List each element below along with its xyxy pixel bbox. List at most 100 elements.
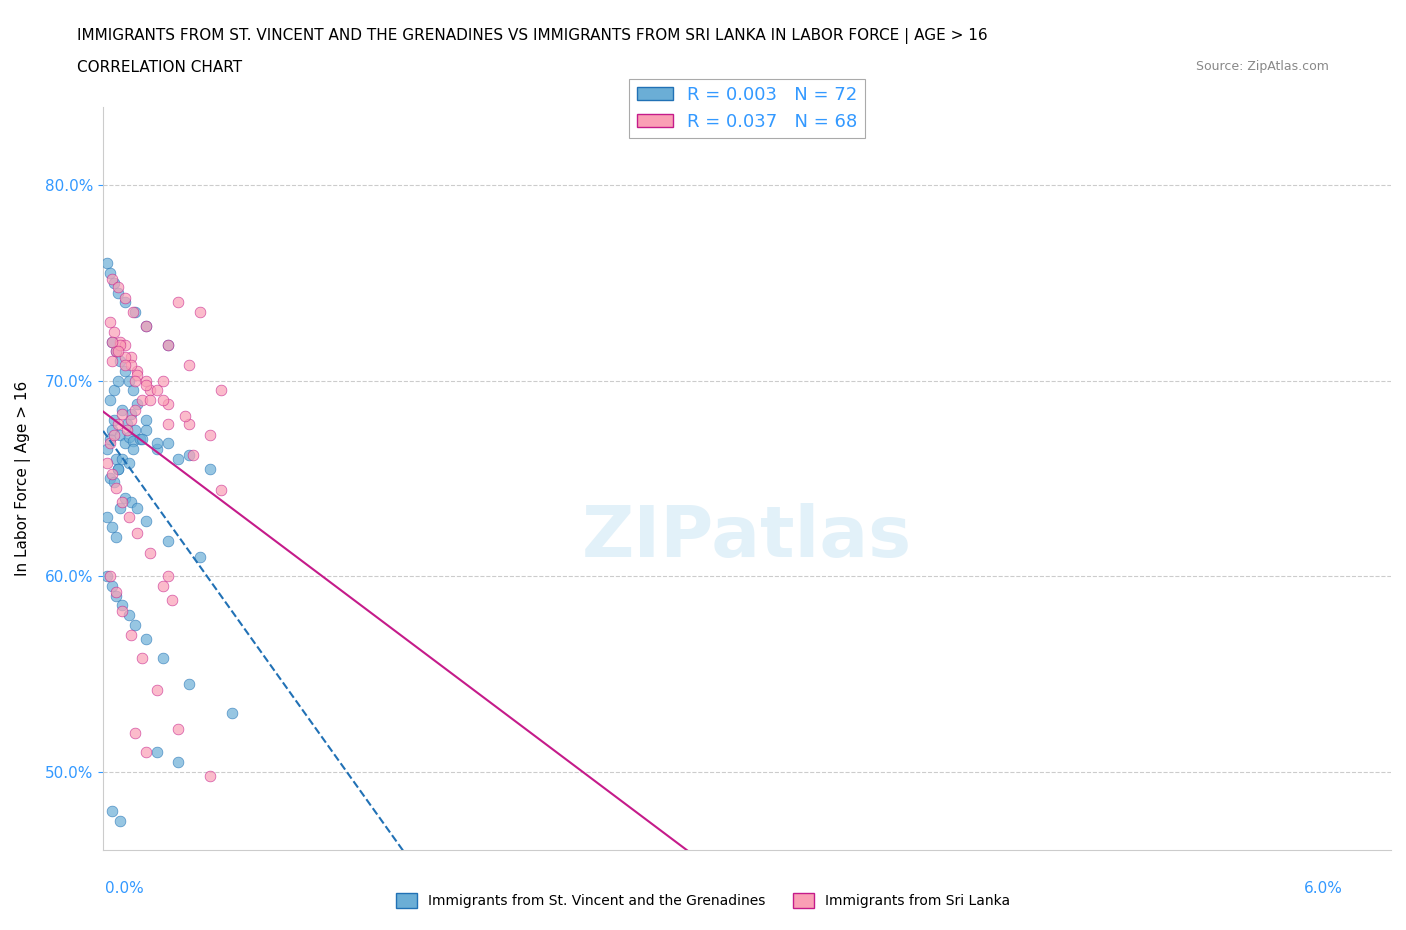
Point (96, 569, 118, 584)
Point (152, 578, 174, 593)
Point (135, 514, 157, 529)
Point (131, 651, 153, 666)
Point (124, 618, 146, 632)
Point (103, 412, 125, 427)
Point (100, 353, 122, 368)
Point (104, 584, 127, 599)
Y-axis label: In Labor Force | Age > 16: In Labor Force | Age > 16 (15, 380, 31, 576)
Point (135, 412, 157, 427)
Point (120, 350, 142, 365)
Point (114, 490, 136, 505)
Point (146, 442, 169, 457)
Point (118, 608, 141, 623)
Point (177, 676, 200, 691)
Point (124, 422, 146, 437)
Point (131, 392, 153, 407)
Text: IMMIGRANTS FROM ST. VINCENT AND THE GRENADINES VS IMMIGRANTS FROM SRI LANKA IN L: IMMIGRANTS FROM ST. VINCENT AND THE GREN… (77, 28, 988, 44)
Text: ZIPatlas: ZIPatlas (582, 503, 912, 572)
Point (107, 344, 129, 359)
Point (114, 357, 136, 372)
Point (110, 500, 132, 515)
Point (124, 373, 146, 388)
Point (114, 364, 136, 379)
Point (100, 334, 122, 349)
Point (120, 357, 142, 372)
Point (100, 520, 122, 535)
Point (100, 422, 122, 437)
Point (156, 436, 179, 451)
Point (107, 417, 129, 432)
Point (156, 338, 179, 352)
Point (127, 525, 149, 540)
Point (139, 545, 162, 560)
Point (111, 403, 134, 418)
Point (181, 447, 204, 462)
Point (156, 417, 179, 432)
Text: 0.0%: 0.0% (105, 881, 145, 896)
Point (139, 383, 162, 398)
Point (100, 272, 122, 286)
Point (120, 628, 142, 643)
Point (156, 338, 179, 352)
Text: CORRELATION CHART: CORRELATION CHART (77, 60, 242, 75)
Point (98, 392, 121, 407)
Point (173, 408, 195, 423)
Point (115, 417, 138, 432)
Point (160, 592, 183, 607)
Point (188, 549, 211, 564)
Point (114, 291, 136, 306)
Point (120, 495, 142, 510)
Point (100, 578, 122, 593)
Point (122, 442, 145, 457)
Point (200, 461, 222, 476)
Point (110, 334, 132, 349)
Point (111, 495, 134, 510)
Point (115, 422, 138, 437)
Point (114, 338, 136, 352)
Point (146, 436, 169, 451)
Point (135, 318, 157, 333)
Point (128, 432, 150, 446)
Point (152, 651, 174, 666)
Point (104, 451, 127, 466)
Point (118, 430, 141, 445)
Point (127, 397, 149, 412)
Point (107, 461, 129, 476)
Point (139, 392, 162, 407)
Point (98, 471, 121, 485)
Point (135, 422, 157, 437)
Point (103, 383, 125, 398)
Point (209, 483, 232, 498)
Point (122, 383, 145, 398)
Point (209, 383, 232, 398)
Point (107, 373, 129, 388)
Point (152, 373, 174, 388)
Text: 6.0%: 6.0% (1303, 881, 1343, 896)
Legend: R = 0.003   N = 72, R = 0.037   N = 68: R = 0.003 N = 72, R = 0.037 N = 68 (630, 79, 865, 139)
Point (120, 412, 142, 427)
Point (135, 745, 157, 760)
Point (131, 432, 153, 446)
Point (107, 286, 129, 300)
Point (156, 397, 179, 412)
Point (167, 451, 190, 466)
Point (118, 373, 141, 388)
Point (110, 813, 132, 828)
Point (118, 456, 141, 471)
Point (135, 373, 157, 388)
Point (188, 305, 211, 320)
Point (124, 305, 146, 320)
Point (167, 754, 190, 769)
Point (111, 604, 134, 618)
Point (96, 456, 118, 471)
Point (110, 428, 132, 443)
Point (221, 706, 243, 721)
Point (135, 318, 157, 333)
Point (152, 392, 174, 407)
Point (98, 436, 121, 451)
Point (120, 406, 142, 421)
Point (100, 467, 122, 482)
Point (103, 275, 125, 290)
Point (156, 569, 179, 584)
Point (177, 447, 200, 462)
